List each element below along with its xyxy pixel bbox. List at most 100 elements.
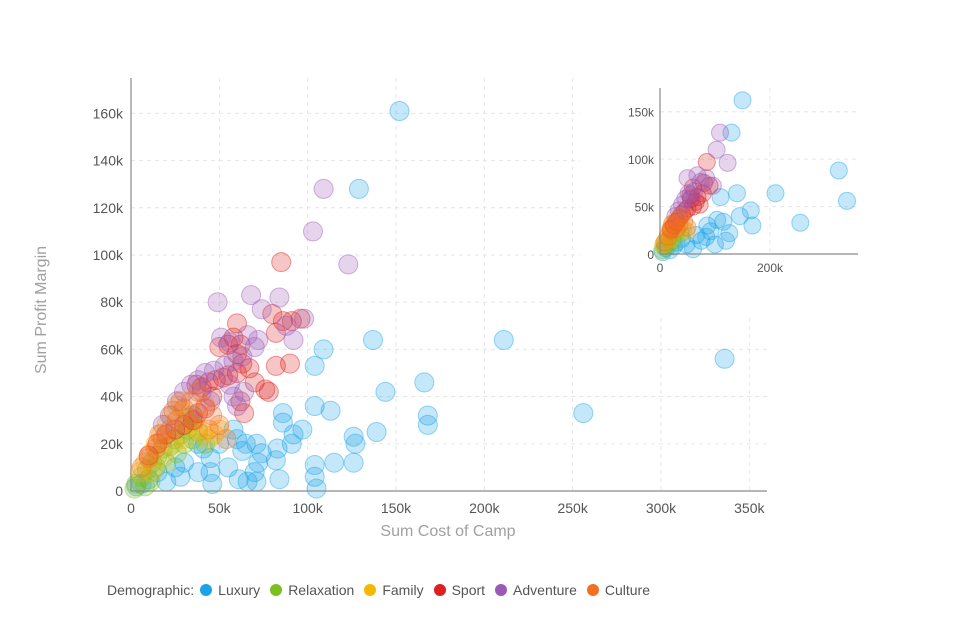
main-point-relaxation[interactable] — [152, 438, 173, 459]
main-point-adventure[interactable] — [152, 414, 173, 435]
main-point-family[interactable] — [151, 424, 171, 445]
main-point-luxury[interactable] — [170, 466, 191, 487]
main-point-sport[interactable] — [281, 311, 302, 332]
main-point-relaxation[interactable] — [170, 424, 191, 445]
inset-point-adventure[interactable] — [666, 207, 685, 226]
main-point-relaxation[interactable] — [124, 478, 145, 499]
inset-point-luxury[interactable] — [653, 243, 672, 262]
main-point-sport[interactable] — [188, 403, 209, 424]
main-point-family[interactable] — [142, 462, 163, 483]
main-point-family[interactable] — [163, 433, 184, 454]
legend-item-sport[interactable]: Sport — [433, 582, 485, 598]
main-point-luxury[interactable] — [304, 396, 325, 416]
main-point-adventure[interactable] — [211, 327, 232, 348]
main-point-adventure[interactable] — [232, 346, 253, 367]
main-point-culture[interactable] — [166, 410, 187, 431]
inset-point-adventure[interactable] — [691, 172, 710, 191]
inset-point-luxury[interactable] — [670, 216, 689, 235]
inset-point-relaxation[interactable] — [664, 231, 683, 250]
main-point-sport[interactable] — [195, 398, 216, 419]
main-point-culture[interactable] — [184, 410, 205, 431]
inset-point-sport[interactable] — [695, 173, 713, 192]
main-point-relaxation[interactable] — [165, 429, 186, 450]
main-point-luxury[interactable] — [272, 403, 293, 424]
main-point-luxury[interactable] — [228, 469, 249, 490]
main-point-adventure[interactable] — [214, 355, 235, 376]
main-point-luxury[interactable] — [193, 438, 214, 459]
main-point-adventure[interactable] — [244, 337, 265, 357]
inset-point-luxury[interactable] — [697, 227, 716, 246]
inset-point-luxury[interactable] — [708, 210, 727, 229]
main-point-adventure[interactable] — [251, 299, 272, 320]
main-point-luxury[interactable] — [269, 469, 290, 490]
inset-point-luxury[interactable] — [711, 188, 730, 207]
main-point-adventure[interactable] — [283, 330, 304, 350]
main-point-adventure[interactable] — [188, 370, 209, 391]
main-point-family[interactable] — [140, 443, 161, 464]
legend-item-culture[interactable]: Culture — [586, 582, 650, 598]
main-point-luxury[interactable] — [348, 178, 369, 199]
main-point-family[interactable] — [193, 424, 214, 445]
main-point-luxury[interactable] — [320, 400, 341, 421]
main-point-family[interactable] — [209, 419, 230, 440]
main-point-relaxation[interactable] — [131, 466, 152, 487]
main-point-culture[interactable] — [159, 419, 180, 440]
main-point-luxury[interactable] — [272, 412, 293, 433]
main-point-family[interactable] — [177, 410, 198, 431]
main-point-adventure[interactable] — [204, 360, 224, 381]
inset-point-sport[interactable] — [684, 178, 702, 197]
main-point-adventure[interactable] — [223, 386, 244, 407]
main-point-luxury[interactable] — [218, 457, 239, 478]
main-point-culture[interactable] — [170, 391, 191, 412]
main-point-sport[interactable] — [182, 410, 203, 431]
main-point-sport[interactable] — [232, 353, 253, 374]
inset-point-adventure[interactable] — [682, 188, 701, 207]
inset-point-adventure[interactable] — [678, 169, 697, 188]
inset-point-adventure[interactable] — [711, 123, 729, 142]
inset-point-adventure[interactable] — [676, 190, 695, 208]
inset-point-luxury[interactable] — [766, 184, 785, 203]
main-point-luxury[interactable] — [292, 419, 313, 440]
main-point-sport[interactable] — [223, 327, 244, 348]
inset-point-luxury[interactable] — [706, 235, 724, 254]
main-point-sport[interactable] — [258, 381, 279, 402]
main-point-adventure[interactable] — [276, 315, 297, 336]
main-point-luxury[interactable] — [227, 429, 247, 450]
main-point-relaxation[interactable] — [159, 436, 180, 457]
main-point-culture[interactable] — [174, 398, 194, 419]
main-point-sport[interactable] — [271, 252, 292, 273]
main-point-adventure[interactable] — [241, 285, 262, 306]
main-point-luxury[interactable] — [345, 433, 366, 454]
main-point-adventure[interactable] — [200, 391, 221, 412]
main-point-luxury[interactable] — [304, 455, 325, 475]
main-point-luxury[interactable] — [363, 330, 383, 350]
main-point-relaxation[interactable] — [195, 433, 216, 454]
main-point-luxury[interactable] — [246, 471, 267, 492]
main-point-luxury[interactable] — [131, 473, 152, 494]
main-point-family[interactable] — [129, 462, 150, 483]
main-point-luxury[interactable] — [306, 478, 327, 499]
main-point-sport[interactable] — [186, 374, 207, 395]
main-point-sport[interactable] — [239, 358, 260, 379]
main-point-culture[interactable] — [195, 396, 216, 416]
main-point-relaxation[interactable] — [174, 433, 194, 454]
main-point-adventure[interactable] — [166, 391, 187, 412]
main-point-family[interactable] — [198, 429, 219, 450]
inset-point-relaxation[interactable] — [658, 237, 677, 256]
inset-point-culture[interactable] — [671, 207, 690, 226]
main-point-luxury[interactable] — [375, 381, 396, 402]
inset-point-family[interactable] — [674, 220, 693, 239]
main-point-luxury[interactable] — [324, 452, 345, 473]
main-point-culture[interactable] — [163, 400, 184, 421]
inset-point-family[interactable] — [656, 231, 675, 250]
inset-point-sport[interactable] — [686, 192, 705, 211]
inset-point-family[interactable] — [654, 235, 673, 254]
main-point-adventure[interactable] — [234, 381, 255, 402]
inset-point-luxury[interactable] — [722, 123, 741, 142]
inset-point-sport[interactable] — [675, 202, 694, 221]
main-point-luxury[interactable] — [573, 403, 594, 424]
main-point-family[interactable] — [152, 448, 173, 468]
main-point-family[interactable] — [182, 414, 203, 435]
main-point-luxury[interactable] — [304, 466, 325, 487]
main-point-adventure[interactable] — [227, 396, 247, 416]
